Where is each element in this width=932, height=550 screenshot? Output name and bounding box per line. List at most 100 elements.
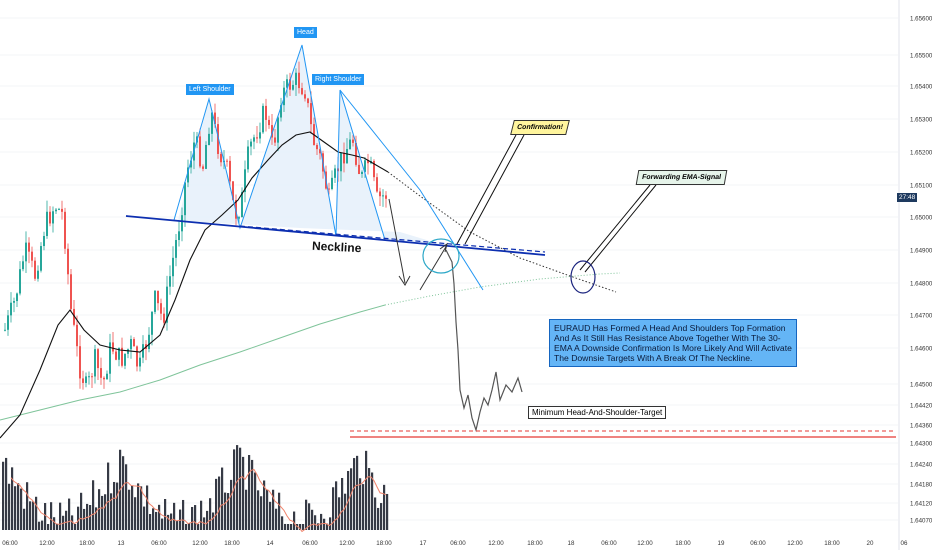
volume-bar <box>197 524 200 530</box>
candle-body <box>10 302 12 316</box>
neckline-label: Neckline <box>311 238 362 256</box>
candle-body <box>265 105 267 120</box>
volume-bar <box>53 517 56 530</box>
price-tick-label: 1.64240 <box>910 462 932 469</box>
candle-body <box>91 376 93 378</box>
volume-bar <box>368 468 371 530</box>
volume-bar <box>257 490 260 530</box>
volume-bar <box>80 492 83 530</box>
volume-bar <box>74 524 77 530</box>
candle-body <box>364 160 366 172</box>
price-tick-label: 1.65100 <box>910 183 932 190</box>
volume-bar <box>260 496 263 530</box>
volume-bar <box>95 507 98 530</box>
candle-body <box>331 177 333 190</box>
price-axis: 1.65600 1.65500 1.65400 1.65300 1.65200 1.651… <box>910 16 932 525</box>
price-tick-label: 1.65500 <box>910 53 932 60</box>
volume-bar <box>110 493 113 530</box>
volume-bar <box>227 493 230 530</box>
volume-bar <box>320 513 323 530</box>
price-tick-label: 1.64180 <box>910 482 932 489</box>
volume-bar <box>185 524 188 530</box>
candle-body <box>154 290 156 312</box>
volume-bar <box>314 515 317 530</box>
candle-body <box>271 125 273 138</box>
candle-body <box>169 276 171 287</box>
candle-body <box>100 368 102 378</box>
candle-body <box>307 98 309 104</box>
volume-bar <box>146 485 149 530</box>
candle-body <box>25 242 27 262</box>
candle-body <box>316 145 318 150</box>
price-tick-label: 1.64070 <box>910 518 932 525</box>
volume-bar <box>71 515 74 530</box>
candle-body <box>67 248 69 275</box>
volume-bar <box>83 508 86 530</box>
confirmation-note: Confirmation! <box>510 120 570 135</box>
volume-bar <box>278 492 281 530</box>
candle-body <box>175 240 177 258</box>
candle-body <box>148 334 150 350</box>
ema-30-line <box>0 131 389 439</box>
candle-body <box>85 376 87 383</box>
volume-bar <box>383 484 386 530</box>
candle-body <box>139 357 141 367</box>
time-tick-label: 06:00 <box>302 540 318 547</box>
candle-body <box>109 342 111 374</box>
candle-body <box>19 269 21 294</box>
volume-bar <box>326 523 329 530</box>
price-tick-label: 1.64420 <box>910 403 932 410</box>
candle-body <box>82 378 84 383</box>
candle-body <box>220 153 222 163</box>
volume-bar <box>380 503 383 530</box>
volume-bar <box>224 492 227 530</box>
candle-body <box>97 349 99 369</box>
candle-body <box>88 376 90 378</box>
volume-bar <box>59 502 62 530</box>
volume-bar <box>353 458 356 530</box>
ema-signal-note: Forwarding EMA-Signal <box>635 170 728 185</box>
candle-body <box>376 177 378 192</box>
volume-bar <box>290 524 293 530</box>
volume-bar <box>125 464 128 530</box>
volume-bar <box>371 472 374 530</box>
candle-body <box>4 329 6 331</box>
candle-body <box>328 188 330 190</box>
volume-bar <box>296 524 299 530</box>
volume-bar <box>311 509 314 530</box>
volume-bar <box>329 517 332 530</box>
time-tick-label: 20 <box>867 540 874 547</box>
time-tick-label: 14 <box>267 540 274 547</box>
candle-body <box>52 211 54 224</box>
candle-body <box>79 346 81 379</box>
time-tick-label: 18 <box>568 540 575 547</box>
candle-body <box>178 231 180 241</box>
volume-moving-average <box>10 468 387 533</box>
time-tick-label: 06:00 <box>450 540 466 547</box>
volume-bar <box>218 476 221 530</box>
volume-bar <box>107 462 110 530</box>
volume-bar <box>26 482 29 530</box>
candle-body <box>292 84 294 90</box>
candle-body <box>289 79 291 90</box>
candle-body <box>103 377 105 380</box>
time-tick-label: 17 <box>420 540 427 547</box>
volume-bar <box>206 510 209 530</box>
volume-bar <box>32 501 35 530</box>
volume-bar <box>167 514 170 530</box>
candle-body <box>61 208 63 212</box>
volume-bar <box>152 508 155 530</box>
candle-body <box>121 347 123 366</box>
volume-bar <box>344 493 347 530</box>
candle-body <box>274 137 276 143</box>
candle-body <box>319 149 321 154</box>
volume-bar <box>113 481 116 530</box>
left-shoulder-label: Left Shoulder <box>186 84 234 95</box>
time-tick-label: 19 <box>718 540 725 547</box>
volume-bar <box>35 496 38 530</box>
candle-body <box>166 286 168 323</box>
candle-body <box>106 373 108 380</box>
volume-bar <box>47 524 50 530</box>
